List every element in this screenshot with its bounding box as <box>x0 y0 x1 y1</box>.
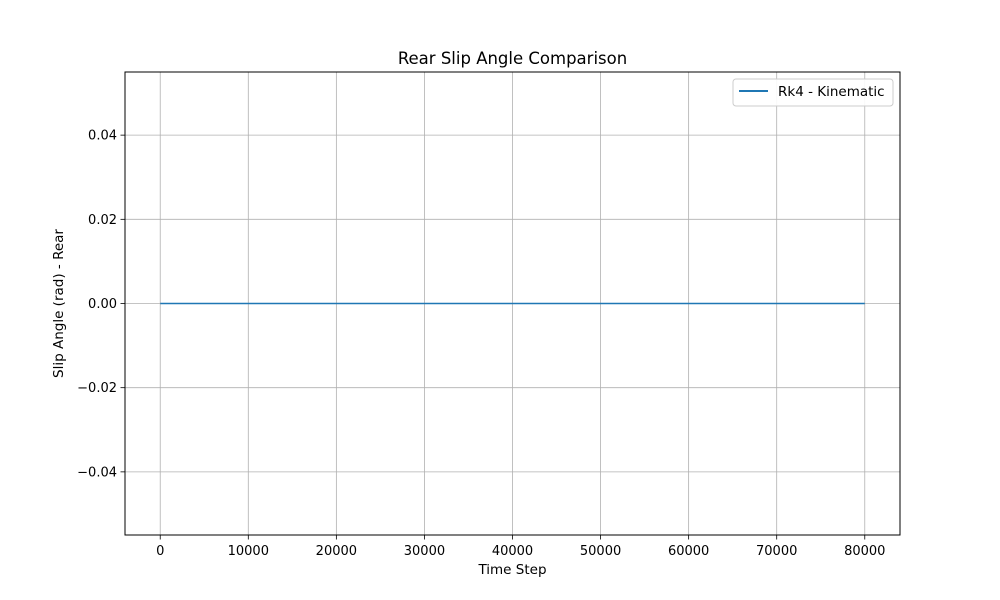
axis-ticks: 0 10000 20000 30000 40000 50000 60000 70000 8000… <box>77 129 885 559</box>
legend-box <box>732 78 894 107</box>
x-tick-label: 20000 <box>316 544 357 559</box>
x-tick-label: 40000 <box>492 544 533 559</box>
y-tick-label: −0.02 <box>77 381 117 396</box>
y-tick-label: 0.04 <box>88 129 117 144</box>
x-tick-label: 30000 <box>404 544 445 559</box>
chart-title: Rear Slip Angle Comparison <box>398 49 627 68</box>
y-tick-label: 0.00 <box>88 297 117 312</box>
x-tick-label: 60000 <box>668 544 709 559</box>
y-tick-label: −0.04 <box>77 465 117 480</box>
x-tick-label: 70000 <box>756 544 797 559</box>
x-tick-label: 50000 <box>580 544 621 559</box>
x-axis-label: Time Step <box>477 562 546 578</box>
x-tick-label: 80000 <box>844 544 885 559</box>
x-tick-label: 0 <box>156 544 164 559</box>
x-tick-label: 10000 <box>228 544 269 559</box>
y-tick-label: 0.02 <box>88 213 117 228</box>
legend-label: Rk4 - Kinematic <box>778 84 885 100</box>
y-axis-label: Slip Angle (rad) - Rear <box>51 229 67 378</box>
legend: Rk4 - Kinematic <box>732 78 894 107</box>
